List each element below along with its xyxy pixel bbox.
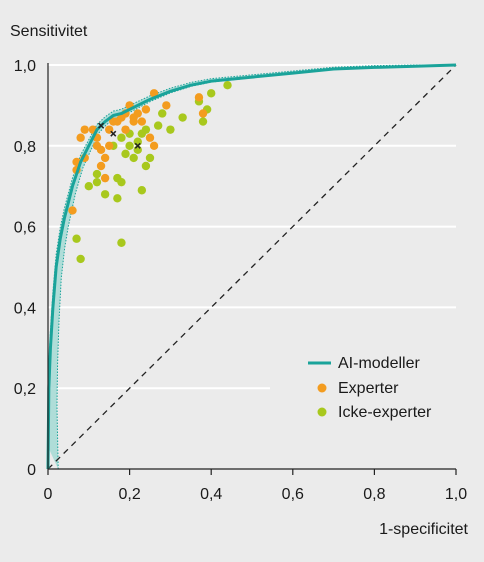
mean-markers [98,122,141,149]
y-tick-label: 0 [27,462,36,479]
legend-ai-label: AI-modeller [338,355,420,372]
mean-marker-stroke [110,130,117,137]
expert-point [100,153,110,163]
mean-marker-stroke [134,142,141,149]
expert-point [145,133,155,142]
legend-non-experts-swatch [317,407,327,417]
x-tick-labels: 0 0,2 0,4 0,6 0,8 1,0 [44,469,467,503]
x-tick-label: 1,0 [445,486,467,503]
legend-experts-label: Experter [338,380,399,397]
non-expert-point [178,113,187,122]
ai-confidence-band [47,64,457,470]
non-expert-point [100,190,110,199]
non-expert-point [141,125,151,134]
y-axis-title: Sensitivitet [10,23,88,40]
expert-point [133,109,142,118]
non-expert-point [223,81,232,90]
non-expert-point [117,238,126,247]
mean-marker [98,122,105,129]
x-tick-label: 0,4 [200,486,222,503]
chance-diagonal [47,64,457,470]
legend-non-experts-label: Icke-experter [338,404,432,421]
non-expert-point [92,169,102,179]
non-expert-point [141,161,151,171]
non-expert-point [121,149,130,159]
expert-point [76,133,85,142]
non-expert-point [158,109,167,118]
non-expert-point [76,254,85,264]
mean-marker [110,130,117,137]
non-expert-point [117,133,126,142]
expert-point [96,161,106,171]
x-tick-label: 0,6 [282,486,304,503]
non-expert-point [84,182,94,191]
non-expert-point [137,186,147,195]
mean-marker [134,142,141,149]
expert-point [68,206,77,215]
x-axis-title: 1-specificitet [379,521,468,538]
expert-point [96,145,106,155]
non-expert-point [198,117,208,126]
scatter-points [68,81,232,264]
y-tick-label: 0,6 [14,220,36,237]
non-expert-point [133,137,142,146]
x-tick-label: 0 [44,486,53,503]
non-expert-point [72,234,81,243]
mean-marker-stroke [98,122,105,129]
y-tick-label: 0,4 [14,300,36,317]
legend-experts-swatch [317,383,327,393]
non-expert-point [153,121,163,130]
expert-point [105,141,114,150]
x-tick-label: 0,2 [118,486,140,503]
expert-point [162,101,171,110]
legend: AI-modeller Experter Icke-experter [308,355,432,421]
expert-point [141,105,151,114]
non-expert-point [129,153,138,163]
non-expert-point [117,177,126,187]
expert-point [121,125,130,134]
non-expert-point [145,153,155,163]
non-expert-point [113,194,122,203]
expert-point [137,117,147,126]
expert-point [100,173,110,183]
y-tick-label: 0,8 [14,139,36,156]
expert-point [194,93,204,102]
x-tick-label: 0,8 [363,486,385,503]
non-expert-point [166,125,175,134]
axes [47,63,456,470]
y-tick-label: 0,2 [14,381,36,398]
non-expert-point [207,89,216,98]
y-tick-labels: 0 0,2 0,4 0,6 0,8 1,0 [14,58,36,479]
non-expert-point [125,141,134,150]
expert-point [198,109,208,118]
ai-band-upper [47,64,456,447]
y-tick-label: 1,0 [14,58,36,75]
expert-point [149,141,159,150]
non-expert-point [133,145,142,155]
non-expert-point [92,177,102,187]
expert-point [80,125,89,134]
